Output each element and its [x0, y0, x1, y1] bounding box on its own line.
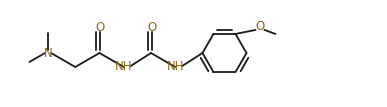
Text: NH: NH: [166, 60, 184, 74]
Text: O: O: [96, 21, 105, 33]
Text: N: N: [44, 47, 52, 59]
Text: NH: NH: [115, 60, 132, 74]
Text: O: O: [256, 20, 265, 33]
Text: O: O: [147, 21, 157, 33]
